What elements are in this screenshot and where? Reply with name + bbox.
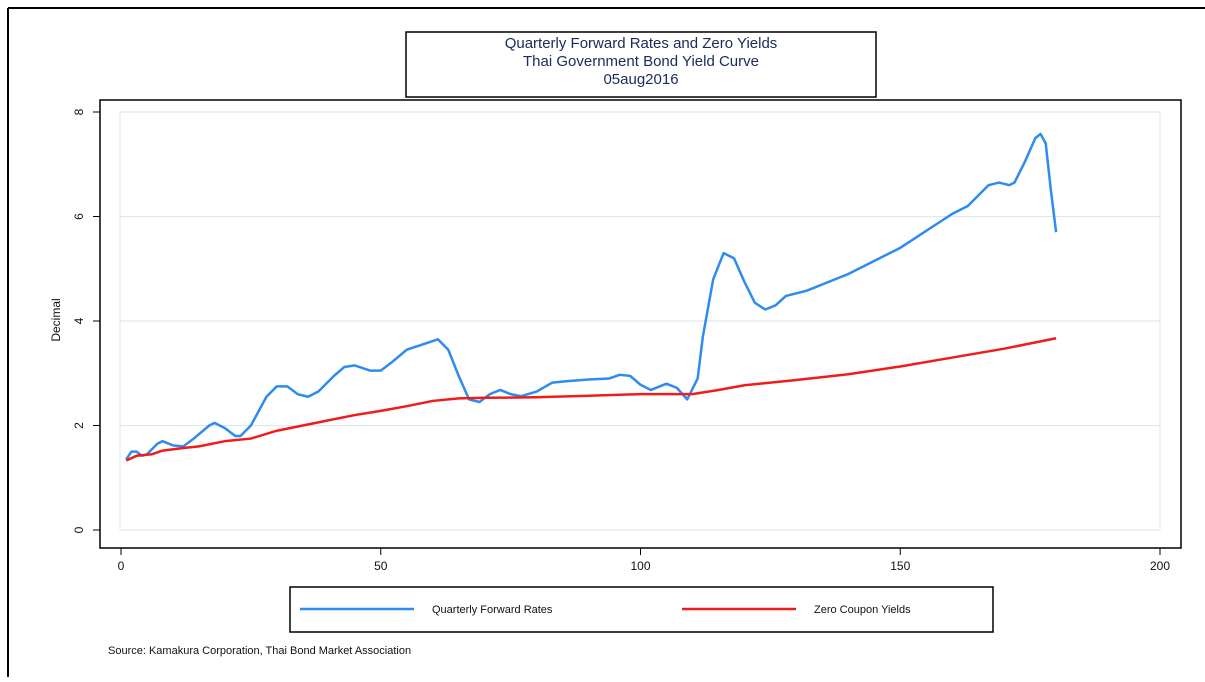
chart-title: Thai Government Bond Yield Curve <box>523 53 759 70</box>
chart-title: Quarterly Forward Rates and Zero Yields <box>505 35 778 52</box>
x-tick-label: 200 <box>1150 559 1170 573</box>
chart-title: 05aug2016 <box>603 71 678 88</box>
x-tick-label: 0 <box>118 559 125 573</box>
y-tick-label: 8 <box>72 108 86 115</box>
y-tick-label: 4 <box>72 317 86 324</box>
y-tick-label: 6 <box>72 213 86 220</box>
data-line <box>125 337 1057 462</box>
x-tick-label: 150 <box>890 559 910 573</box>
title-box <box>405 31 877 98</box>
legend-label: Quarterly Forward Rates <box>432 604 553 616</box>
y-tick-label: 2 <box>72 422 86 429</box>
y-tick-label: 0 <box>72 526 86 533</box>
x-tick-label: 50 <box>374 559 388 573</box>
plot-frame <box>99 99 1182 549</box>
x-tick-label: 100 <box>630 559 650 573</box>
plot: 0 2 4 6 8 0 50 100 150 200 Quarterly Forward Rates… <box>72 108 1170 616</box>
y-axis-label: Decimal <box>49 298 63 341</box>
source-note: Source: Kamakura Corporation, Thai Bond … <box>108 645 411 657</box>
legend-label: Zero Coupon Yields <box>814 604 911 616</box>
